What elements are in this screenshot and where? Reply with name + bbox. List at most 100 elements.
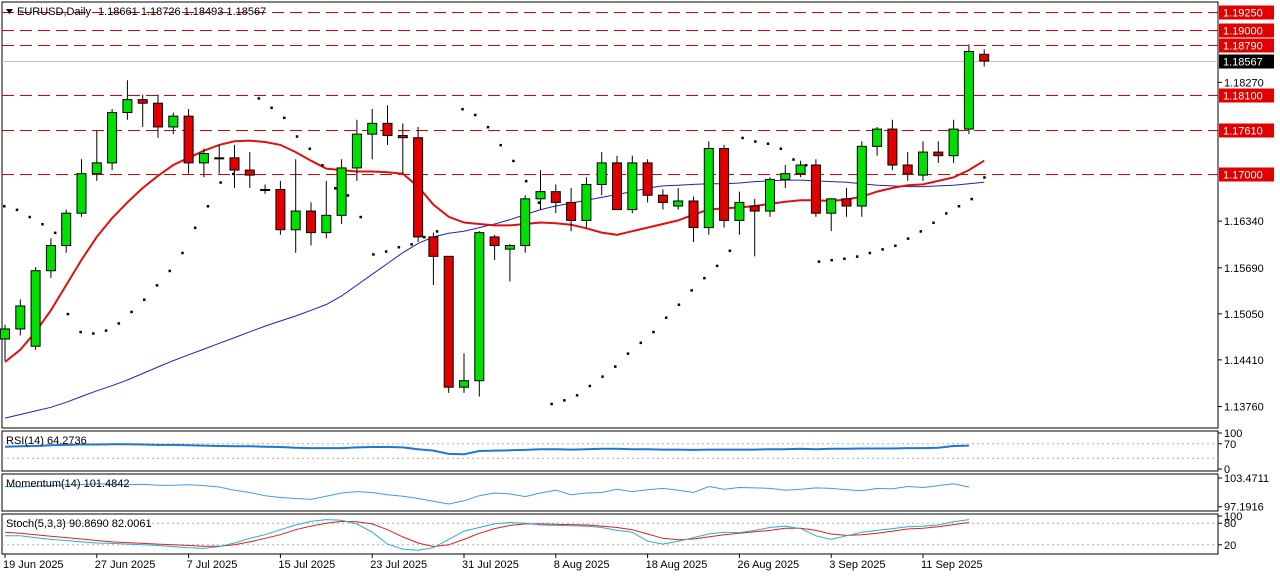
slow-ma-line [4, 179, 985, 419]
candle-body [382, 122, 393, 137]
level-labels: 1.19250 1.19000 1.18790 1.18100 1.17610 1.170… [1219, 5, 1274, 182]
sar-dot [906, 237, 910, 240]
candle [810, 159, 821, 217]
level-label: 1.18790 [1223, 41, 1263, 53]
sar-dot [372, 253, 375, 256]
candle-body [336, 167, 347, 216]
sar-dot [575, 394, 579, 397]
candle-body [413, 137, 424, 238]
candle [734, 191, 745, 235]
sar-dot [143, 298, 146, 301]
sar-dot [423, 235, 426, 239]
sar-dot [614, 365, 617, 368]
sar-dot [79, 330, 82, 334]
sar-dot [321, 164, 324, 167]
candle [948, 119, 959, 163]
candle [306, 202, 316, 246]
price-tick-label: 1.18270 [1224, 77, 1264, 89]
sar-dot [499, 143, 502, 147]
candle [749, 198, 760, 257]
current-price-box [1219, 54, 1274, 69]
candle-body [550, 191, 561, 203]
sar-dot [881, 248, 884, 251]
date-tick-label: 31 Jul 2025 [462, 559, 519, 571]
indicator-tick-label: 70 [1224, 439, 1236, 451]
candle [321, 180, 332, 239]
candle-body [963, 50, 974, 130]
candle [826, 198, 837, 232]
sar-dot [766, 142, 770, 145]
sar-dot [283, 116, 286, 120]
candle-body [229, 157, 240, 171]
candle [520, 195, 531, 253]
sar-dot [703, 276, 706, 280]
candle-body [612, 162, 622, 211]
candle [45, 238, 56, 278]
level-label-box [1219, 38, 1274, 53]
momentum-line [4, 483, 970, 505]
sar-dot [690, 289, 693, 292]
candle-body [107, 112, 118, 164]
candle [168, 112, 179, 135]
candle [198, 148, 209, 178]
indicator-tick-label: 103.4711 [1224, 473, 1269, 485]
candle [0, 324, 10, 361]
candle [260, 184, 271, 194]
candle-body [30, 270, 41, 347]
candle-body [76, 173, 87, 214]
rsi-panel-border [1, 430, 1219, 472]
candle [780, 165, 791, 189]
candle [963, 44, 974, 135]
candle-body [933, 151, 944, 157]
sar-dot [830, 258, 833, 262]
ohlc-values: 1.18661 1.18726 1.18493 1.18567 [98, 6, 266, 18]
sar-dot [435, 230, 439, 233]
candle [841, 188, 852, 217]
date-tick-label: 23 Jul 2025 [370, 559, 427, 571]
symbol-label: EURUSD,Daily [17, 6, 91, 18]
candle [15, 299, 26, 336]
momentum-indicator: 103.4711 97.1916 Momentum(14) 101.4842 [4, 473, 1269, 514]
candle [795, 160, 806, 178]
indicator-tick-label: 0 [1224, 464, 1230, 476]
candle-body [657, 194, 668, 203]
candle-body [489, 236, 500, 247]
indicator-title: Momentum(14) 101.4842 [6, 478, 130, 490]
candle-body [887, 128, 898, 166]
level-label: 1.17000 [1223, 170, 1263, 182]
sar-dot [512, 159, 515, 163]
sar-dot [168, 269, 171, 273]
candle-body [749, 205, 760, 212]
candle [918, 141, 928, 181]
price-tick-label: 1.16340 [1224, 216, 1264, 228]
candle [596, 152, 607, 196]
candle [336, 159, 347, 224]
candle [30, 267, 41, 350]
candle-body [306, 210, 316, 234]
sar-dot [359, 215, 362, 219]
candle [382, 105, 393, 145]
candle [413, 126, 424, 242]
candle [765, 177, 775, 217]
level-label: 1.19250 [1223, 8, 1263, 20]
candle [214, 144, 225, 174]
sar-dot [270, 106, 273, 110]
candle-body [841, 198, 852, 207]
candle-body [260, 188, 271, 191]
candle-body [122, 99, 133, 114]
sar-dot [601, 375, 604, 378]
candle-body [351, 133, 362, 169]
indicator-tick-label: 100 [1224, 511, 1242, 523]
sar-dot [92, 332, 95, 335]
candle [107, 108, 118, 171]
level-label: 1.19000 [1223, 26, 1263, 38]
dropdown-triangle-icon[interactable] [6, 9, 13, 14]
sar-dot [843, 257, 846, 260]
candle [474, 231, 485, 397]
sar-dot [410, 243, 413, 246]
sar-dot [664, 316, 668, 319]
candle-body [627, 162, 638, 211]
sar-dot [308, 147, 312, 151]
